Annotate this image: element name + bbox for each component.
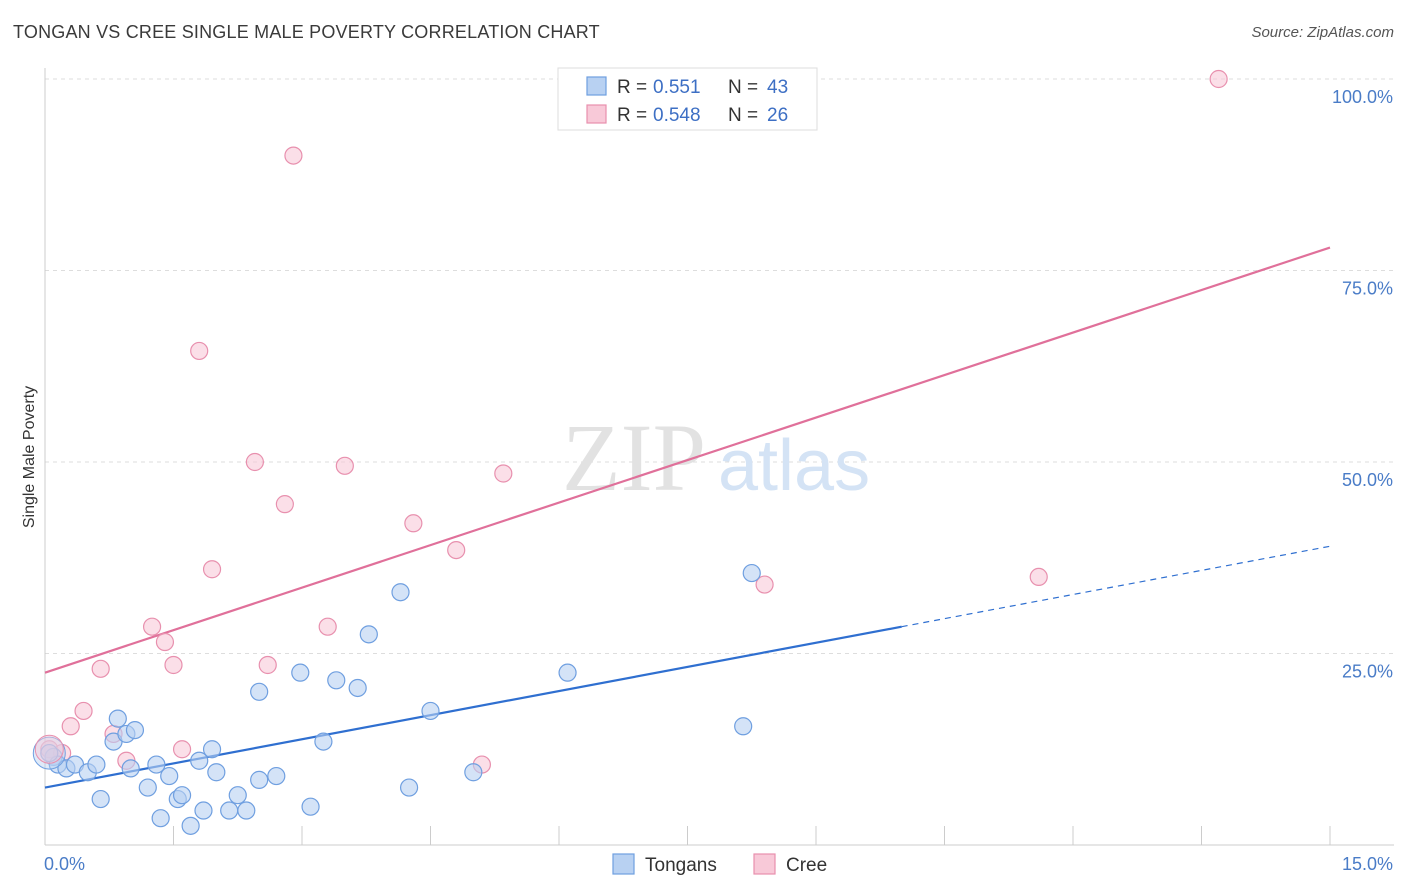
tongans-trend-line	[44, 625, 902, 789]
tongans-point-6	[91, 789, 110, 809]
cree-point-10	[190, 341, 209, 361]
y-tick-label-0: 25.0%	[1342, 662, 1393, 682]
cree-point-18	[404, 514, 423, 533]
legend-r-value-1: 0.548	[653, 105, 701, 126]
bottom-legend-swatch-0	[612, 853, 635, 875]
chart-title: TONGAN VS CREE SINGLE MALE POVERTY CORRE…	[13, 22, 600, 42]
tongans-point-32	[327, 671, 346, 690]
cree-point-23	[1029, 567, 1048, 587]
tick-labels: 25.0% 50.0% 75.0% 100.0% 0.0% 15.0%	[44, 87, 1393, 874]
tongans-point-39	[558, 663, 577, 682]
tongans-point-5	[87, 755, 106, 774]
cree-point-7	[155, 632, 175, 652]
tongans-point-17	[172, 786, 192, 805]
cree-point-1	[61, 717, 80, 736]
cree-point-14	[275, 495, 294, 514]
tongans-point-12	[138, 778, 157, 797]
tongans-point-28	[267, 766, 286, 786]
trend-lines	[44, 246, 1331, 789]
tongans-point-22	[207, 763, 226, 782]
tongans-point-30	[301, 797, 320, 816]
tongans-point-33	[348, 678, 367, 698]
tongans-point-24	[228, 786, 247, 805]
tongans-point-18	[181, 816, 200, 835]
bottom-legend-label-1: Cree	[786, 855, 827, 876]
cree-trend-line	[44, 246, 1331, 674]
cree-point-9	[172, 740, 192, 759]
cree-point-13	[258, 655, 277, 675]
tongans-point-36	[399, 778, 419, 797]
cree-point-21	[494, 464, 513, 483]
tongans-point-41	[742, 563, 761, 583]
cree-cluster-point	[34, 734, 64, 764]
cree-point-8	[164, 655, 183, 675]
cree-point-17	[335, 456, 354, 475]
tongans-point-37	[421, 701, 440, 721]
cree-point-19	[447, 540, 466, 560]
cree-point-12	[245, 452, 264, 472]
tongans-point-8	[108, 709, 127, 728]
y-axis-label: Single Male Poverty	[21, 386, 38, 528]
tongans-point-10	[125, 720, 145, 740]
cree-point-3	[91, 659, 110, 678]
tongans-point-42	[40, 743, 59, 763]
tongans-point-15	[160, 766, 179, 786]
legend-swatch-1	[586, 104, 607, 124]
cree-point-16	[318, 617, 337, 636]
tongans-point-27	[250, 770, 269, 789]
bottom-legend-swatch-1	[753, 853, 776, 875]
tongans-point-38	[464, 763, 483, 782]
tongans-point-19	[190, 751, 209, 770]
tongans-trend-extension	[901, 545, 1331, 628]
tongans-point-20	[194, 801, 213, 820]
x-tick-label-1: 15.0%	[1342, 854, 1393, 874]
tongans-point-11	[121, 759, 140, 778]
cree-point-24	[1209, 69, 1228, 89]
cree-point-2	[74, 701, 93, 721]
legend-n-value-0: 43	[767, 77, 788, 98]
tongans-point-26	[250, 682, 269, 701]
tongans-point-23	[220, 801, 239, 820]
legend-swatch-0	[586, 76, 607, 96]
tongans-point-21	[202, 740, 222, 759]
grid-lines	[45, 78, 1394, 654]
x-tick-label-0: 0.0%	[44, 854, 85, 874]
cree-point-15	[284, 146, 303, 165]
tongans-point-29	[291, 663, 310, 682]
tongans-point-14	[151, 809, 170, 828]
cree-point-11	[202, 560, 222, 579]
y-tick-label-2: 75.0%	[1342, 279, 1393, 299]
legend-r-value-0: 0.551	[653, 77, 701, 98]
watermark-atlas: atlas	[718, 426, 870, 506]
legend: R = 0.551 N = 43 R = 0.548 N = 26	[557, 67, 818, 131]
legend-n-value-1: 26	[767, 105, 788, 126]
tongans-point-31	[314, 732, 333, 751]
axes	[44, 68, 1394, 846]
y-tick-label-1: 50.0%	[1342, 470, 1393, 490]
tongans-point-35	[391, 583, 410, 602]
data-points	[32, 69, 1228, 835]
legend-n-label-1: N =	[728, 105, 758, 126]
bottom-legend-label-0: Tongans	[645, 855, 717, 876]
tongans-point-25	[237, 801, 256, 820]
watermark: ZIP atlas	[562, 404, 870, 511]
legend-r-label-0: R =	[617, 77, 647, 98]
tongans-point-34	[359, 625, 378, 644]
legend-r-label-1: R =	[617, 105, 647, 126]
tongans-point-40	[734, 717, 753, 736]
cree-point-6	[142, 617, 162, 636]
cree-point-22	[755, 575, 774, 594]
bottom-legend: Tongans Cree	[612, 853, 827, 876]
legend-n-label-0: N =	[728, 77, 758, 98]
y-tick-label-3: 100.0%	[1332, 87, 1393, 107]
tongans-point-13	[147, 755, 166, 774]
source-label: Source: ZipAtlas.com	[1251, 24, 1394, 41]
